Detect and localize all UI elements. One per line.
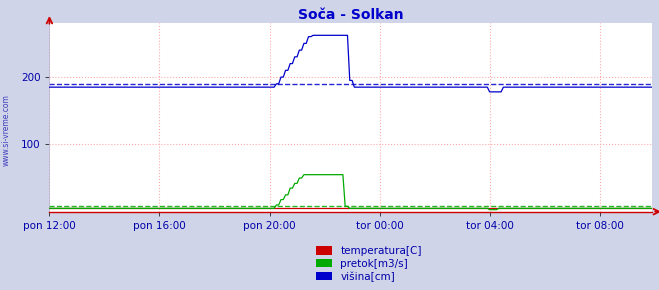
Title: Soča - Solkan: Soča - Solkan [298,8,404,22]
Text: www.si-vreme.com: www.si-vreme.com [2,95,11,166]
Legend: temperatura[C], pretok[m3/s], višina[cm]: temperatura[C], pretok[m3/s], višina[cm] [313,243,425,285]
